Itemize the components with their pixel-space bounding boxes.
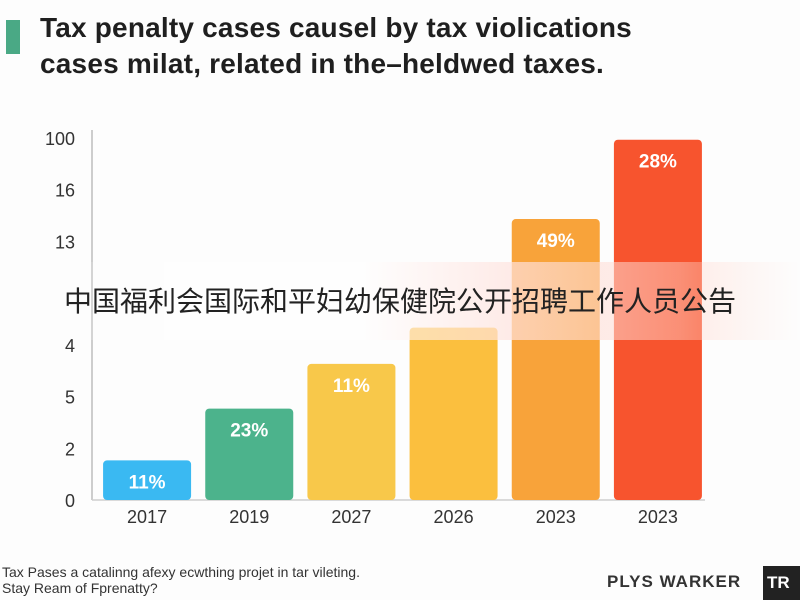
chart-title-line-2: cases milat, related in the–heldwed taxe…	[40, 48, 604, 79]
brand-name: PLYS WARKER	[607, 572, 742, 591]
overlay-banner	[0, 262, 800, 340]
chart-title-line-1: Tax penalty cases causel by tax violicat…	[40, 12, 632, 43]
bar	[409, 327, 498, 500]
x-tick-label: 2017	[127, 507, 167, 527]
footnote-line-1: Tax Pases a catalinng afexy ecwthing pro…	[2, 564, 360, 580]
bar	[205, 408, 294, 500]
x-tick-label: 2023	[536, 507, 576, 527]
overlay-banner-text: 中国福利会国际和平妇幼保健院公开招聘工作人员公告	[63, 285, 736, 318]
title-accent-bar	[6, 20, 20, 54]
bar-data-label: 11%	[333, 376, 370, 397]
x-tick-label: 2019	[229, 507, 269, 527]
footnote: Tax Pases a catalinng afexy ecwthing pro…	[2, 564, 360, 596]
y-tick-label: 13	[55, 232, 75, 252]
y-tick-label: 0	[65, 491, 75, 511]
y-tick-label: 16	[55, 181, 75, 201]
y-tick-label: 5	[65, 388, 75, 408]
y-tick-label: 2	[65, 439, 75, 459]
y-tick-label: 100	[45, 129, 75, 149]
bar-data-label: 49%	[537, 231, 575, 252]
footnote-line-2: Stay Ream of Fprenatty?	[2, 580, 158, 596]
bar	[307, 363, 396, 500]
x-tick-label: 2026	[434, 507, 474, 527]
bar-data-label: 11%	[129, 472, 166, 493]
bar-data-label: 23%	[230, 421, 268, 442]
bar-data-label: 28%	[639, 152, 677, 173]
bar	[103, 460, 192, 500]
y-tick-label: 4	[65, 336, 75, 356]
x-tick-label: 2023	[638, 507, 678, 527]
x-tick-label: 2027	[331, 507, 371, 527]
chart-title: Tax penalty cases causel by tax violicat…	[40, 10, 790, 82]
brand-logo-box: TR	[763, 566, 800, 600]
bar-chart: 0 2 5 4 13 16 100 11% 2017 23% 2019 11% 2027 2026 49% 2…	[45, 129, 705, 527]
